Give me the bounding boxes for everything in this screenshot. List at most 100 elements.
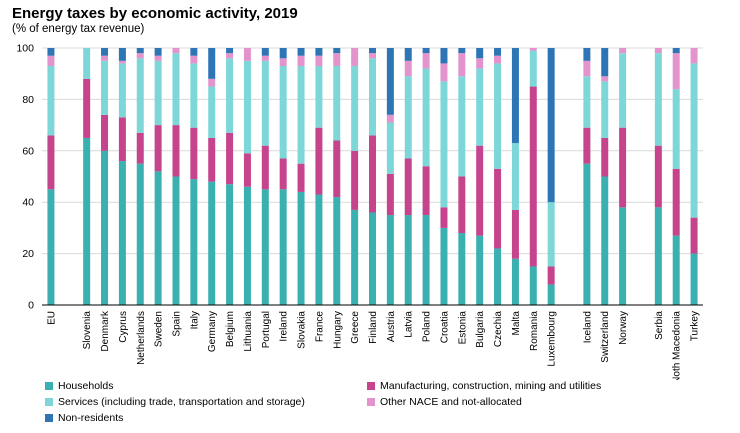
x-tick-label: Denmark [100,310,111,352]
legend-item-non-residents: Non-residents [45,412,123,424]
bar-segment [315,65,323,128]
bar-segment [476,68,484,146]
bar-segment [672,48,680,54]
bar-segment [190,48,198,56]
bar-segment [458,48,466,54]
bar-segment [101,60,109,115]
bar-segment [333,53,341,66]
x-tick-label: Estonia [457,311,468,345]
legend-item-other-nace: Other NACE and not-allocated [367,396,522,408]
bar-segment [529,266,537,305]
bar-segment [440,48,448,64]
bar-segment [440,207,448,228]
bar-segment [476,48,484,59]
x-tick-label: Malta [511,311,522,336]
y-tick-label: 60 [22,145,34,157]
bar-segment [315,48,323,56]
bar-segment [601,48,609,77]
bar-segment [494,48,502,56]
bar-segment [118,161,126,305]
x-tick-label: Romania [529,311,540,351]
bar-segment [243,186,251,305]
bar-segment [118,63,126,118]
bar-segment [208,86,216,138]
bar-segment [601,137,609,177]
bar-segment [136,53,144,59]
bar-segment [101,48,109,56]
bar-segment [690,217,698,254]
bar-segment [458,76,466,177]
bar-segment [654,145,662,208]
legend-swatch-manufacturing [367,382,375,390]
bar-segment [279,58,287,66]
bar-segment [136,163,144,305]
bar-segment [476,145,484,236]
bar-segment [494,63,502,169]
bar-segment [690,48,698,64]
bar-segment [315,194,323,305]
bar-segment [369,58,376,136]
bar-segment [243,60,251,154]
bar-segment [208,137,216,182]
x-tick-label: Spain [171,311,182,337]
bar-segment [690,63,698,218]
bar-segment [351,48,359,66]
bar-segment [47,189,55,305]
legend-item-households: Households [45,380,113,392]
bar-segment [511,209,519,259]
bar-segment [440,227,448,305]
x-tick-label: Lithuania [243,311,254,352]
bar-segment [279,48,287,59]
bar-segment [226,184,234,305]
bar-segment [476,235,484,305]
bar-segment [208,181,216,305]
bar-segment [136,132,144,164]
bar-segment [369,53,376,59]
bar-segment [333,48,341,54]
bar-segment [672,168,680,236]
bar-segment [404,76,412,159]
bar-segment [547,48,555,203]
bar-segment [404,60,412,77]
bar-segment [422,48,430,54]
legend-label-services: Services (including trade, transportatio… [58,396,305,408]
x-tick-label: Norway [618,311,629,345]
bar-segment [672,53,680,90]
bar-segment [297,191,305,305]
bar-segment [226,132,234,185]
x-tick-label: Turkey [690,311,701,341]
x-tick-label: Switzerland [600,311,611,363]
bar-segment [369,48,376,54]
bar-segment [118,48,126,61]
x-tick-label: Germany [207,311,218,352]
bar-segment [315,127,323,195]
bar-segment [136,48,144,54]
y-tick-label: 40 [22,197,34,209]
bar-segment [529,86,537,267]
legend-swatch-non-residents [45,414,53,422]
legend-item-services: Services (including trade, transportatio… [45,396,305,408]
bar-segment [333,140,341,198]
bar-segment [672,89,680,169]
bar-segment [136,58,144,133]
bar-segment [547,266,555,285]
bar-segment [404,158,412,216]
bar-segment [654,48,662,54]
chart-subtitle: (% of energy tax revenue) [12,23,145,35]
bar-segment [261,55,269,61]
bar-segment [243,48,251,61]
legend-label-non-residents: Non-residents [58,412,124,424]
bar-segment [654,207,662,305]
bar-segment [422,53,430,69]
bar-segment [172,48,180,54]
bar-segment [279,189,287,305]
bar-segment [118,60,126,64]
bar-segment [601,81,609,138]
bar-segment [619,48,627,54]
x-tick-label: Hungary [332,311,343,349]
bar-segment [440,81,448,208]
bar-segment [172,125,180,177]
bar-segment [47,135,55,190]
bar-segment [297,65,305,164]
bar-segment [351,65,359,151]
